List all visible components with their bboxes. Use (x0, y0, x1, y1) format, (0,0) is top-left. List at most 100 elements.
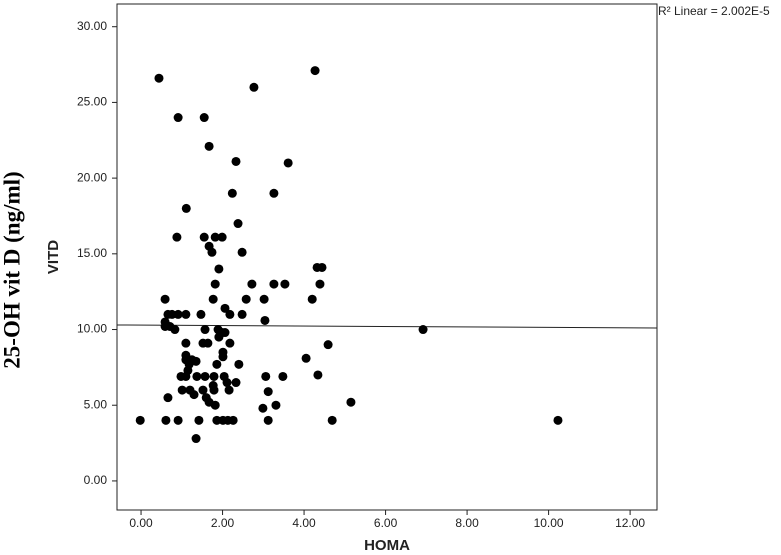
scatter-point (181, 203, 191, 213)
scatter-point (418, 325, 428, 335)
scatter-point (263, 387, 273, 397)
y-tick-label: 30.00 (77, 19, 107, 33)
y-tick-label: 0.00 (84, 473, 108, 487)
scatter-point (177, 385, 187, 395)
scatter-point (269, 279, 279, 289)
scatter-point (323, 340, 333, 350)
scatter-point (209, 371, 219, 381)
scatter-point (237, 309, 247, 319)
scatter-point (210, 279, 220, 289)
scatter-point (259, 294, 269, 304)
scatter-point (200, 325, 210, 335)
scatter-point (222, 378, 232, 388)
scatter-point (208, 294, 218, 304)
scatter-point (173, 113, 183, 123)
scatter-point (163, 393, 173, 403)
scatter-point (280, 279, 290, 289)
scatter-point (301, 353, 311, 363)
scatter-point (210, 232, 220, 242)
scatter-point (189, 390, 199, 400)
x-tick-label: 8.00 (455, 516, 479, 530)
scatter-point (310, 66, 320, 76)
scatter-point (181, 371, 191, 381)
scatter-point (224, 385, 234, 395)
scatter-point (160, 294, 170, 304)
scatter-point (170, 325, 180, 335)
scatter-point (198, 385, 208, 395)
scatter-point (228, 415, 238, 425)
scatter-point (210, 400, 220, 410)
scatter-point (553, 415, 563, 425)
scatter-point (261, 371, 271, 381)
outer-y-axis-title: 25-OH vit D (ng/ml) (0, 171, 24, 368)
scatter-point (269, 188, 279, 198)
scatter-point (271, 400, 281, 410)
scatter-point (172, 232, 182, 242)
scatter-point (207, 247, 217, 257)
scatter-point (194, 415, 204, 425)
scatter-point (247, 279, 257, 289)
scatter-point (181, 338, 191, 348)
scatter-point (260, 315, 270, 325)
scatter-point (220, 303, 230, 313)
scatter-point (307, 294, 317, 304)
scatter-point (135, 415, 145, 425)
x-tick-label: 12.00 (615, 516, 645, 530)
x-tick-label: 0.00 (129, 516, 153, 530)
scatter-point (199, 113, 209, 123)
scatter-point (203, 338, 213, 348)
y-tick-label: 25.00 (77, 95, 107, 109)
fit-annotation: R² Linear = 2.002E-5 (658, 4, 770, 18)
scatter-point (317, 262, 327, 272)
scatter-point (217, 232, 227, 242)
scatter-point (237, 247, 247, 257)
scatter-point (278, 371, 288, 381)
scatter-point (196, 309, 206, 319)
scatter-point (214, 264, 224, 274)
x-tick-label: 4.00 (292, 516, 316, 530)
y-tick-label: 20.00 (77, 170, 107, 184)
scatter-point (191, 356, 201, 366)
scatter-point (173, 309, 183, 319)
scatter-point (263, 415, 273, 425)
scatter-point (191, 434, 201, 444)
scatter-point (346, 397, 356, 407)
scatter-point (212, 359, 222, 369)
y-tick-label: 15.00 (77, 246, 107, 260)
y-tick-label: 5.00 (84, 397, 108, 411)
x-axis-title: HOMA (364, 537, 410, 554)
scatter-point (313, 370, 323, 380)
x-tick-label: 6.00 (374, 516, 398, 530)
fit-line (116, 324, 658, 329)
scatter-point (209, 385, 219, 395)
scatter-point (231, 378, 241, 388)
scatter-point (241, 294, 251, 304)
scatter-point (214, 332, 224, 342)
scatter-point (199, 232, 209, 242)
scatter-point (192, 371, 202, 381)
scatter-point (227, 188, 237, 198)
scatter-point (218, 352, 228, 362)
scatter-point (200, 371, 210, 381)
scatter-point (154, 73, 164, 83)
scatter-point (181, 309, 191, 319)
scatter-point (249, 82, 259, 92)
y-axis-title: VITD (45, 240, 62, 274)
scatter-point (234, 359, 244, 369)
scatter-point (173, 415, 183, 425)
x-tick-label: 2.00 (211, 516, 235, 530)
scatter-point (225, 309, 235, 319)
scatter-point (258, 403, 268, 413)
scatter-point (283, 158, 293, 168)
y-tick-label: 10.00 (77, 322, 107, 336)
plot-frame (116, 3, 658, 511)
scatter-point (327, 415, 337, 425)
scatter-point (204, 141, 214, 151)
scatter-point (161, 415, 171, 425)
x-tick-label: 10.00 (534, 516, 564, 530)
scatter-point (225, 338, 235, 348)
scatter-point (231, 156, 241, 166)
scatter-point (233, 219, 243, 229)
scatter-point (315, 279, 325, 289)
